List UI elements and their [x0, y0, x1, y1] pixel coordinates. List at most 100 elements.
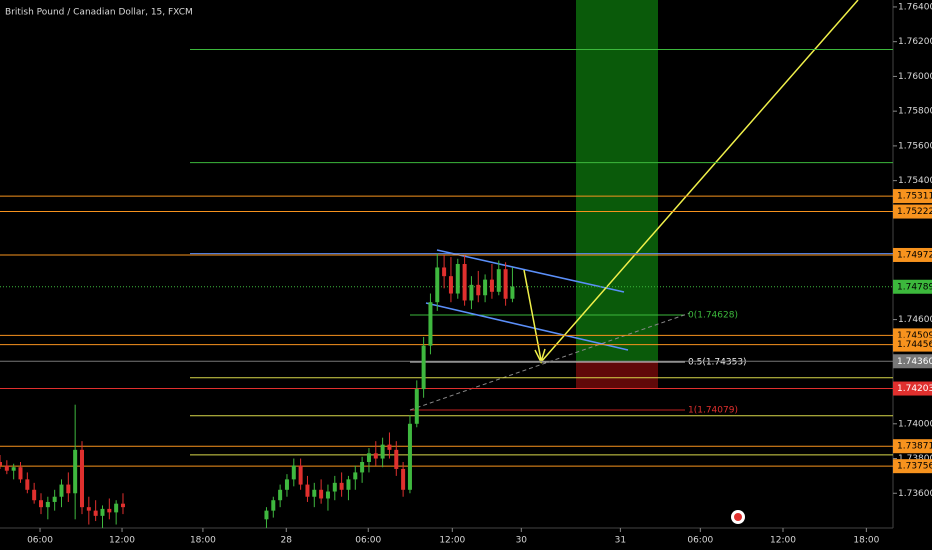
- price-tag-label: 1.74789: [897, 282, 932, 292]
- candle-body: [496, 269, 501, 292]
- price-tag-label: 1.75311: [897, 192, 932, 202]
- y-tick-label: 1.76200: [898, 37, 932, 47]
- x-tick-label: 06:00: [355, 536, 381, 546]
- candle-body: [380, 444, 385, 459]
- candle-body: [469, 284, 474, 301]
- candle-body: [291, 465, 296, 480]
- candle-body: [284, 479, 289, 490]
- candle-body: [503, 269, 508, 299]
- candle-body: [66, 484, 71, 494]
- candle-body: [373, 453, 378, 459]
- candle-body: [0, 462, 2, 466]
- candle-body: [73, 449, 78, 494]
- candle-body: [387, 444, 392, 450]
- price-tag: [893, 204, 932, 219]
- x-tick-label: 12:00: [770, 536, 796, 546]
- candle-body: [428, 302, 433, 346]
- candle-body: [483, 279, 488, 296]
- candle-body: [100, 508, 105, 516]
- candle-body: [462, 264, 467, 301]
- candle-body: [298, 465, 303, 485]
- price-tag: [893, 381, 932, 396]
- channel-line: [436, 249, 625, 293]
- candle-body: [25, 479, 30, 490]
- candle-body: [86, 507, 91, 511]
- candle-body: [107, 508, 112, 513]
- y-tick-label: 1.76000: [898, 72, 932, 82]
- x-tick-label: 18:00: [853, 536, 879, 546]
- price-tag: [893, 247, 932, 262]
- price-tag: [893, 439, 932, 454]
- candle-body: [366, 453, 371, 462]
- candle-body: [325, 491, 330, 499]
- y-tick-label: 1.76400: [898, 2, 932, 12]
- price-tag: [893, 279, 932, 294]
- candle-body: [319, 489, 324, 499]
- candle-body: [401, 468, 406, 490]
- price-tag-label: 1.75222: [897, 207, 932, 217]
- x-tick-label: 18:00: [190, 536, 216, 546]
- candle-body: [45, 501, 50, 508]
- y-tick-label: 1.74000: [898, 419, 932, 429]
- candle-body: [11, 467, 16, 471]
- channel-line: [425, 302, 629, 351]
- candle-body: [305, 484, 310, 497]
- candle-body: [59, 484, 64, 497]
- price-tag: [893, 189, 932, 204]
- price-tag: [893, 337, 932, 352]
- price-tag-label: 1.73756: [897, 462, 932, 472]
- fib-label: 0.5(1.74353): [688, 358, 747, 368]
- y-tick-label: 1.73800: [898, 454, 932, 464]
- candle-body: [353, 472, 358, 480]
- x-tick-label: 06:00: [27, 536, 53, 546]
- y-tick-label: 1.75600: [898, 141, 932, 151]
- x-tick-label: 31: [615, 536, 626, 546]
- candle-body: [346, 479, 351, 490]
- candle-body: [278, 489, 283, 501]
- price-tag-label: 1.74360: [897, 357, 932, 367]
- candle-body: [332, 482, 337, 492]
- candle-body: [421, 345, 426, 390]
- candle-body: [312, 489, 317, 497]
- x-tick-label: 12:00: [109, 536, 135, 546]
- price-tag-label: 1.73871: [897, 442, 932, 452]
- price-tag-label: 1.74509: [897, 331, 932, 341]
- price-tag: [893, 354, 932, 369]
- candle-body: [435, 267, 440, 303]
- candle-body: [407, 423, 412, 490]
- candle-body: [52, 496, 57, 502]
- candle-body: [489, 279, 494, 292]
- candle-body: [120, 503, 125, 508]
- price-tag-label: 1.74456: [897, 340, 932, 350]
- fib-label: 0(1.74628): [688, 311, 738, 321]
- candle-body: [271, 500, 276, 511]
- candle-body: [448, 276, 453, 294]
- candle-body: [442, 267, 447, 277]
- x-tick-label: 28: [281, 536, 293, 546]
- y-tick-label: 1.73600: [898, 489, 932, 499]
- projection-line: [540, 0, 859, 363]
- stop-zone: [576, 362, 658, 389]
- x-tick-label: 30: [516, 536, 528, 546]
- x-tick-label: 12:00: [439, 536, 465, 546]
- candle-body: [455, 264, 460, 294]
- candle-body: [32, 489, 37, 501]
- candle-body: [79, 449, 84, 508]
- candle-body: [414, 389, 419, 424]
- y-tick-label: 1.74600: [898, 315, 932, 325]
- price-tag: [893, 459, 932, 474]
- candle-body: [394, 449, 399, 469]
- candle-body: [360, 462, 365, 473]
- price-tag-label: 1.74203: [897, 384, 932, 394]
- price-tag-label: 1.74972: [897, 250, 932, 260]
- event-icon-dot: [734, 513, 742, 521]
- candle-body: [264, 510, 269, 520]
- fib-label: 1(1.74079): [688, 406, 738, 416]
- candle-body: [339, 482, 344, 490]
- candle-body: [476, 284, 481, 296]
- y-tick-label: 1.75400: [898, 176, 932, 186]
- chart-title: British Pound / Canadian Dollar, 15, FXC…: [5, 8, 193, 18]
- candle-body: [4, 465, 9, 471]
